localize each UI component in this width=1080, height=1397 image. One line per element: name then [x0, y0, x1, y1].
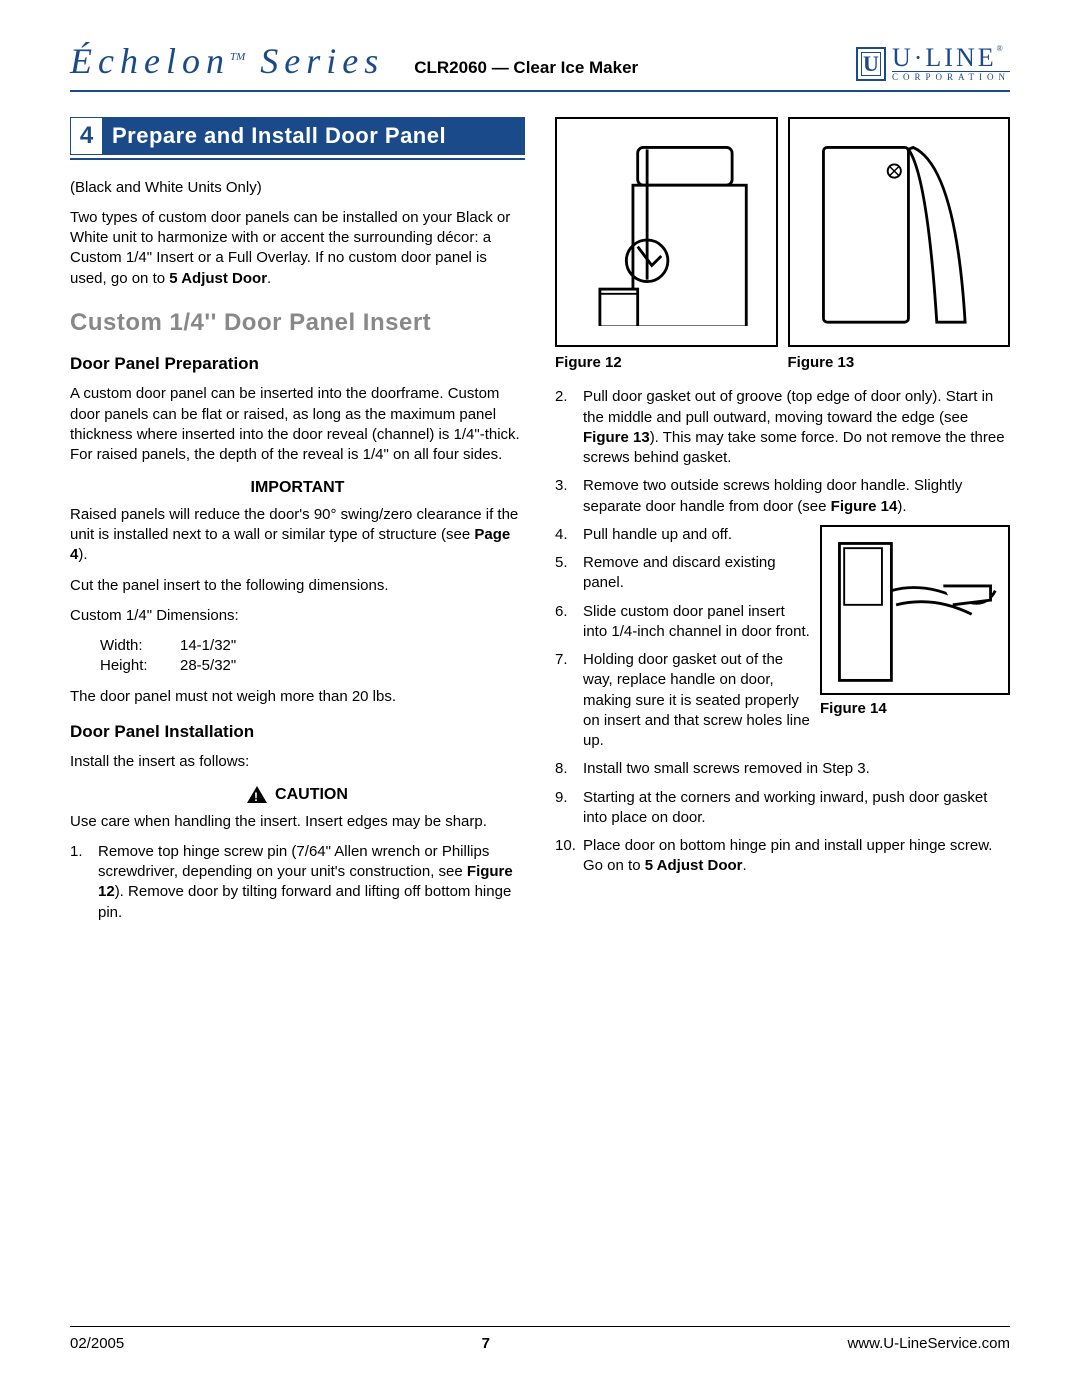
- install-intro: Install the insert as follows:: [70, 752, 525, 772]
- footer-url: www.U-LineService.com: [847, 1335, 1010, 1352]
- section-title: Prepare and Install Door Panel: [102, 117, 525, 155]
- units-note: (Black and White Units Only): [70, 178, 525, 198]
- prep-p2a: Raised panels will reduce the door's 90°…: [70, 506, 518, 543]
- figure-12-caption: Figure 12: [555, 353, 778, 373]
- prep-p2: Raised panels will reduce the door's 90°…: [70, 505, 525, 566]
- figure-13-caption: Figure 13: [788, 353, 1011, 373]
- footer-date: 02/2005: [70, 1335, 124, 1352]
- s3c: ).: [897, 498, 906, 515]
- right-column: Figure 12 Figure 13 Pull door gasket out…: [555, 117, 1010, 931]
- registered-mark: ®: [997, 44, 1006, 53]
- width-value: 14-1/32": [180, 636, 236, 656]
- step-10: Place door on bottom hinge pin and insta…: [555, 836, 1010, 877]
- section-header: 4 Prepare and Install Door Panel: [70, 117, 525, 155]
- important-label: IMPORTANT: [70, 477, 525, 499]
- page-footer: 02/2005 7 www.U-LineService.com: [70, 1326, 1010, 1352]
- caution-text-label: CAUTION: [275, 784, 348, 806]
- prep-p2c: ).: [78, 546, 87, 563]
- model-label: CLR2060 — Clear Ice Maker: [384, 58, 856, 82]
- logo-icon: U: [856, 47, 886, 81]
- brand-logo: U U·LINE® CORPORATION: [856, 45, 1010, 82]
- step-4: Pull handle up and off.: [555, 525, 1010, 545]
- section-underline: [70, 158, 525, 160]
- dimensions-block: Width: 14-1/32" Height: 28-5/32": [100, 636, 525, 677]
- step1-c: ). Remove door by tilting forward and li…: [98, 883, 511, 920]
- height-value: 28-5/32": [180, 656, 236, 676]
- figure-captions-1213: Figure 12 Figure 13: [555, 353, 1010, 373]
- right-steps-list-3: Install two small screws removed in Step…: [555, 759, 1010, 876]
- left-steps-list: Remove top hinge screw pin (7/64" Allen …: [70, 842, 525, 923]
- logo-text: U·LINE® CORPORATION: [892, 45, 1010, 82]
- step-8: Install two small screws removed in Step…: [555, 759, 1010, 779]
- fig13-svg: [814, 138, 984, 327]
- prep-p1: A custom door panel can be inserted into…: [70, 384, 525, 465]
- figure-13-image: [788, 117, 1011, 347]
- dim-title: Custom 1/4" Dimensions:: [70, 606, 525, 626]
- step-2: Pull door gasket out of groove (top edge…: [555, 387, 1010, 468]
- s2a: Pull door gasket out of groove (top edge…: [583, 388, 993, 425]
- tm-mark: TM: [230, 51, 245, 63]
- step-5: Remove and discard existing panel.: [555, 553, 1010, 594]
- right-steps-list-2: Pull handle up and off. Remove and disca…: [555, 525, 1010, 752]
- step-6: Slide custom door panel insert into 1/4-…: [555, 602, 1010, 643]
- section-number: 4: [70, 117, 102, 155]
- logo-sub: CORPORATION: [892, 71, 1010, 82]
- series-title: ÉchelonTM Series: [70, 40, 384, 82]
- dim-width-row: Width: 14-1/32": [100, 636, 525, 656]
- fig14-wrap: Figure 14 Pull handle up and off. Remove…: [555, 525, 1010, 760]
- caution-label: CAUTION: [70, 784, 525, 806]
- left-column: 4 Prepare and Install Door Panel (Black …: [70, 117, 525, 931]
- s10c: .: [743, 857, 747, 874]
- caution-body: Use care when handling the insert. Inser…: [70, 812, 525, 832]
- content-columns: 4 Prepare and Install Door Panel (Black …: [70, 117, 1010, 931]
- page-header: ÉchelonTM Series CLR2060 — Clear Ice Mak…: [70, 40, 1010, 92]
- step-1: Remove top hinge screw pin (7/64" Allen …: [70, 842, 525, 923]
- prep-title: Door Panel Preparation: [70, 353, 525, 376]
- step-9: Starting at the corners and working inwa…: [555, 788, 1010, 829]
- figure-row: [555, 117, 1010, 347]
- step-7: Holding door gasket out of the way, repl…: [555, 650, 1010, 751]
- warning-icon: [247, 786, 267, 803]
- figure14-ref: Figure 14: [831, 498, 898, 515]
- footer-page-number: 7: [482, 1335, 490, 1352]
- height-label: Height:: [100, 656, 180, 676]
- intro-text-c: .: [267, 270, 271, 287]
- figure-12-image: [555, 117, 778, 347]
- series-name: Échelon: [70, 41, 230, 81]
- figure13-ref: Figure 13: [583, 429, 650, 446]
- step1-a: Remove top hinge screw pin (7/64" Allen …: [98, 843, 489, 880]
- intro-paragraph: Two types of custom door panels can be i…: [70, 208, 525, 289]
- width-label: Width:: [100, 636, 180, 656]
- series-word: Series: [260, 41, 384, 81]
- cut-instruction: Cut the panel insert to the following di…: [70, 576, 525, 596]
- logo-main: U·LINE: [892, 43, 997, 72]
- install-title: Door Panel Installation: [70, 721, 525, 744]
- right-steps-list: Pull door gasket out of groove (top edge…: [555, 387, 1010, 517]
- intro-ref: 5 Adjust Door: [169, 270, 267, 287]
- fig12-svg: [581, 138, 751, 327]
- step-3: Remove two outside screws holding door h…: [555, 476, 1010, 517]
- dim-height-row: Height: 28-5/32": [100, 656, 525, 676]
- custom-insert-title: Custom 1/4'' Door Panel Insert: [70, 307, 525, 339]
- weight-note: The door panel must not weigh more than …: [70, 687, 525, 707]
- intro-text-a: Two types of custom door panels can be i…: [70, 209, 510, 287]
- adjust-door-ref: 5 Adjust Door: [645, 857, 743, 874]
